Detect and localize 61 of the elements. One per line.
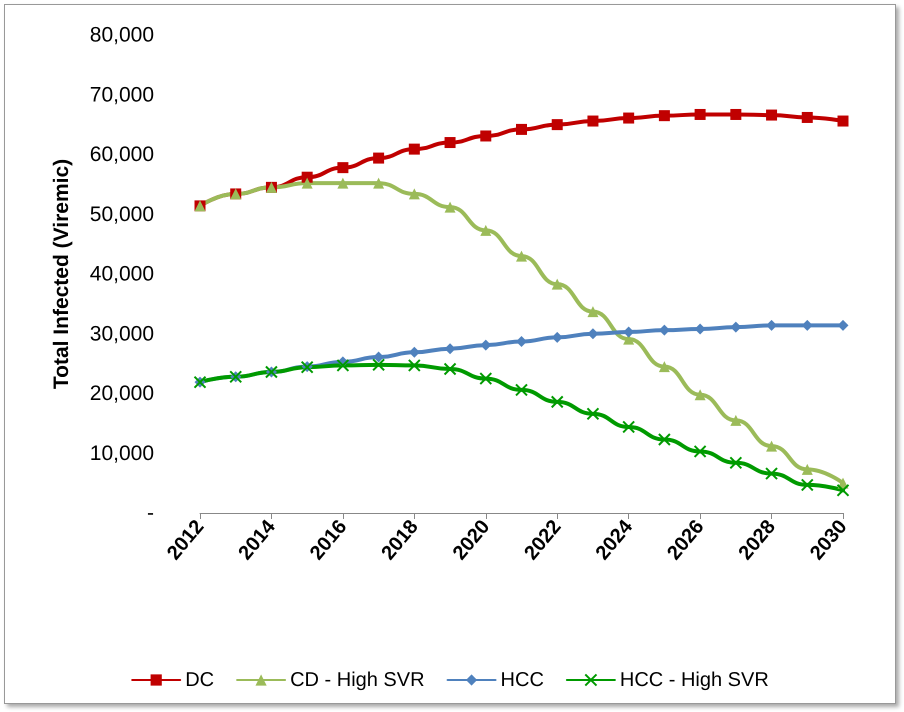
y-tick-label: - — [147, 502, 154, 524]
point — [586, 407, 600, 420]
point — [444, 137, 456, 148]
point — [800, 478, 814, 492]
point — [302, 178, 313, 189]
point — [373, 178, 384, 189]
point — [480, 224, 492, 236]
point — [836, 484, 850, 497]
point — [515, 383, 528, 396]
point — [372, 358, 386, 372]
point — [516, 124, 527, 135]
y-tick-label: 80,000 — [90, 24, 154, 46]
point — [444, 362, 457, 376]
y-tick-label: 10,000 — [90, 442, 154, 465]
point — [408, 144, 420, 155]
point — [587, 116, 598, 127]
point — [552, 119, 563, 130]
y-tick-label: 40,000 — [90, 262, 154, 286]
point — [480, 130, 492, 142]
point — [587, 306, 598, 318]
y-tick-label: 70,000 — [90, 83, 154, 106]
point — [337, 162, 348, 174]
point — [550, 395, 564, 408]
point — [765, 467, 778, 480]
point — [552, 278, 563, 290]
y-axis-title: Total Infected (Viremic) — [50, 158, 73, 390]
point — [838, 116, 848, 127]
point — [302, 172, 313, 183]
point — [622, 420, 636, 434]
y-tick-label: 60,000 — [90, 143, 154, 166]
point — [658, 110, 670, 122]
point — [408, 358, 421, 372]
point — [623, 112, 634, 124]
legend-label: DC — [185, 669, 214, 691]
point — [516, 336, 527, 348]
y-tick-label: 50,000 — [90, 202, 154, 226]
point — [694, 389, 706, 400]
point — [336, 358, 350, 372]
point — [373, 152, 384, 164]
point — [408, 188, 420, 200]
point — [694, 108, 706, 120]
y-tick-label: 20,000 — [90, 382, 154, 405]
legend-label: HCC — [500, 669, 544, 691]
legend-label: HCC - High SVR — [620, 669, 769, 691]
point — [658, 433, 671, 446]
point — [658, 361, 670, 372]
point — [516, 250, 527, 262]
point — [444, 202, 456, 213]
point — [729, 456, 742, 470]
point — [694, 444, 707, 458]
point — [730, 414, 742, 426]
point — [838, 320, 848, 331]
y-tick-label: 30,000 — [90, 322, 154, 346]
point — [337, 178, 348, 189]
legend-label: CD - High SVR — [290, 669, 425, 691]
point — [802, 112, 813, 123]
point — [766, 440, 778, 452]
point — [766, 110, 778, 121]
point — [730, 108, 742, 120]
point — [802, 464, 813, 475]
point — [479, 372, 492, 386]
